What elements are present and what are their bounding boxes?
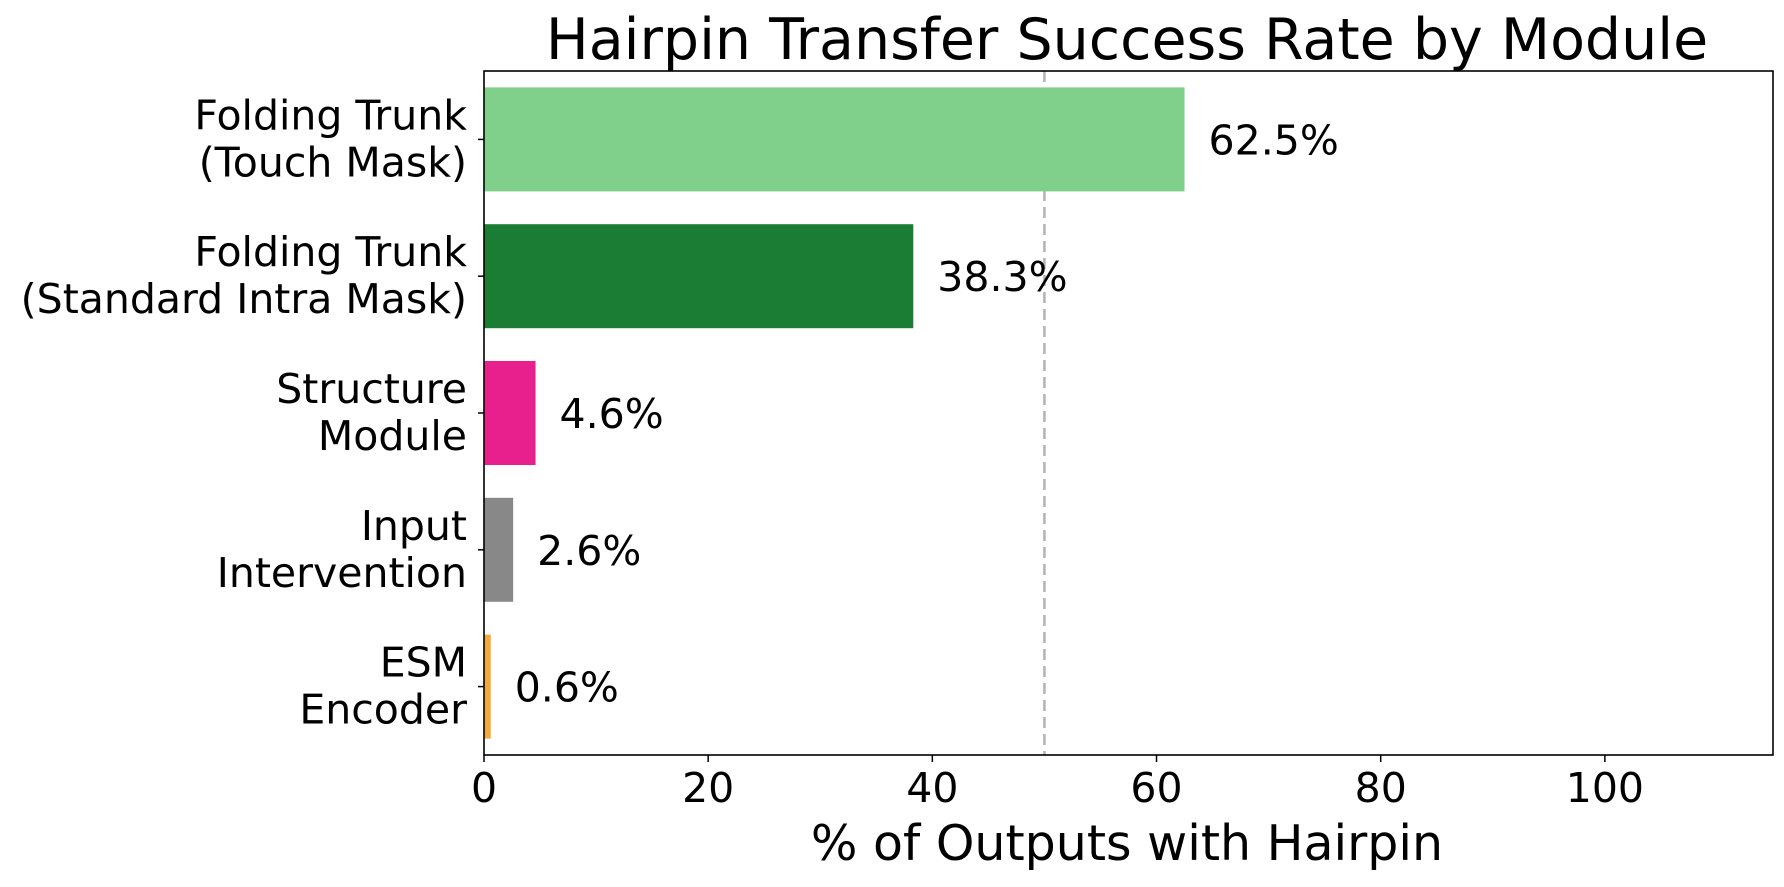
plot-area: Folding Trunk(Touch Mask) 62.5%Folding Tr… bbox=[21, 70, 1774, 812]
x-axis-label: % of Outputs with Hairpin bbox=[811, 815, 1443, 872]
y-tick-label: Structure bbox=[276, 365, 467, 413]
chart-title: Hairpin Transfer Success Rate by Module bbox=[546, 7, 1708, 73]
y-tick-label: Encoder bbox=[299, 686, 467, 734]
bar[interactable] bbox=[484, 87, 1185, 192]
data-label: 2.6% bbox=[537, 527, 641, 575]
x-tick-label: 100 bbox=[1566, 764, 1644, 812]
y-tick-label: Module bbox=[318, 412, 467, 460]
x-tick-label: 20 bbox=[682, 764, 734, 812]
y-tick-label: ESM bbox=[380, 639, 467, 687]
x-tick-label: 80 bbox=[1355, 764, 1407, 812]
y-tick-label: Input bbox=[361, 502, 467, 550]
x-tick-label: 0 bbox=[471, 764, 497, 812]
x-tick-label: 60 bbox=[1130, 764, 1182, 812]
y-tick-label: Folding Trunk bbox=[194, 91, 467, 139]
y-tick-label: Folding Trunk bbox=[194, 228, 467, 276]
plot-frame bbox=[483, 70, 1774, 756]
bar[interactable] bbox=[484, 634, 491, 739]
y-tick-label: (Standard Intra Mask) bbox=[21, 275, 467, 323]
data-label: 0.6% bbox=[515, 664, 619, 712]
x-tick-label: 40 bbox=[906, 764, 958, 812]
bar[interactable] bbox=[484, 224, 914, 329]
bar[interactable] bbox=[484, 497, 514, 602]
data-label: 4.6% bbox=[560, 390, 664, 438]
bar[interactable] bbox=[484, 361, 536, 465]
y-tick-label: (Touch Mask) bbox=[199, 138, 467, 186]
data-label: 62.5% bbox=[1209, 116, 1339, 164]
y-tick-label: Intervention bbox=[217, 549, 467, 597]
data-label: 38.3% bbox=[937, 253, 1067, 301]
